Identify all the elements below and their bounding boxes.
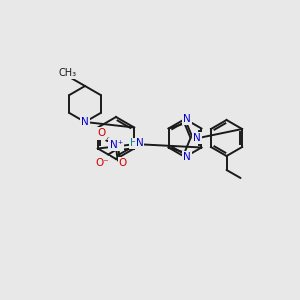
Text: O⁻: O⁻ [95, 158, 109, 167]
Text: N: N [193, 133, 200, 143]
Text: O: O [119, 158, 127, 169]
Text: N: N [136, 139, 144, 148]
Text: N: N [183, 113, 190, 124]
Text: N: N [183, 152, 190, 163]
Text: N: N [81, 117, 89, 127]
Text: N⁺: N⁺ [110, 140, 123, 149]
Text: O: O [97, 128, 105, 139]
Text: H: H [130, 139, 138, 148]
Text: CH₃: CH₃ [59, 68, 77, 78]
